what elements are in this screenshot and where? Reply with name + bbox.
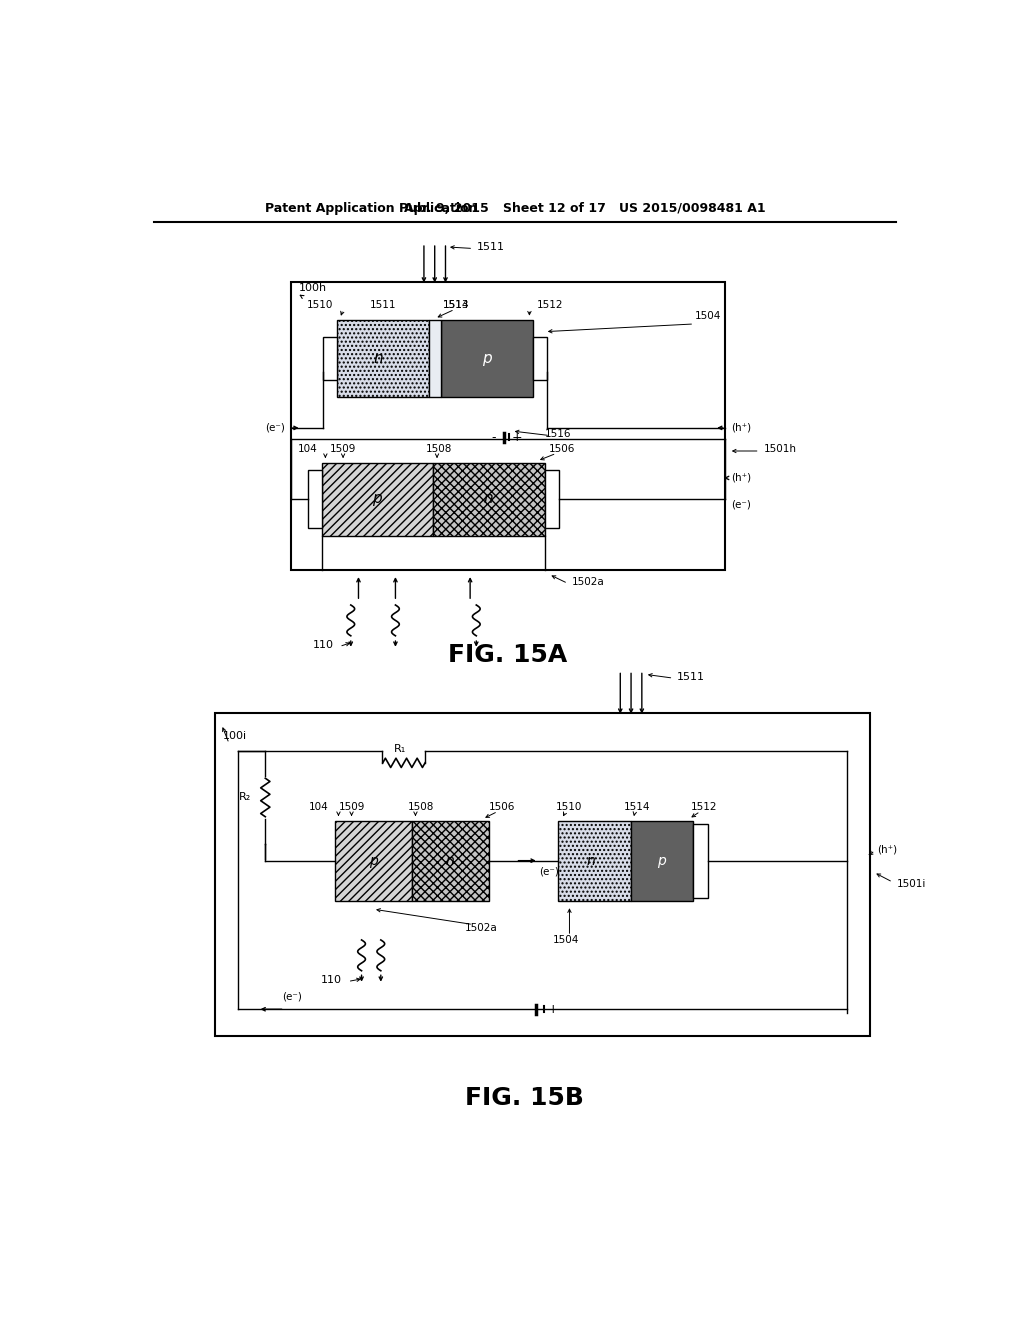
Text: 1514: 1514 xyxy=(624,801,650,812)
Text: 1504: 1504 xyxy=(694,312,721,321)
Text: 1511: 1511 xyxy=(370,300,396,310)
Bar xyxy=(441,321,534,397)
Text: +: + xyxy=(512,430,522,444)
Text: 1511: 1511 xyxy=(677,672,706,681)
Text: p: p xyxy=(369,854,378,867)
Bar xyxy=(322,462,433,536)
Text: 1508: 1508 xyxy=(426,444,453,454)
Text: Patent Application Publication: Patent Application Publication xyxy=(265,202,477,215)
Text: 1513: 1513 xyxy=(443,300,470,310)
Text: 1506: 1506 xyxy=(489,801,516,812)
Bar xyxy=(692,825,708,898)
Bar xyxy=(215,713,869,1036)
Text: (e⁻): (e⁻) xyxy=(539,866,558,876)
Bar xyxy=(534,338,547,380)
Text: 1506: 1506 xyxy=(549,444,574,454)
Text: 1511: 1511 xyxy=(477,242,505,252)
Text: +: + xyxy=(548,1003,559,1016)
Text: 1502a: 1502a xyxy=(571,577,604,587)
Text: p: p xyxy=(482,351,492,366)
Text: 1514: 1514 xyxy=(443,300,470,310)
Text: 104: 104 xyxy=(308,801,329,812)
Text: 1508: 1508 xyxy=(408,801,434,812)
Text: 1509: 1509 xyxy=(338,801,365,812)
Text: p: p xyxy=(657,854,667,867)
Bar xyxy=(307,470,322,528)
Text: n: n xyxy=(483,491,494,507)
Bar xyxy=(433,462,545,536)
Text: p: p xyxy=(372,491,382,507)
Bar xyxy=(412,821,488,902)
Text: n: n xyxy=(587,854,595,867)
Bar xyxy=(335,821,412,902)
Text: -: - xyxy=(523,1003,527,1016)
Text: n: n xyxy=(445,854,455,867)
Text: 1501i: 1501i xyxy=(897,879,926,888)
Bar xyxy=(631,821,692,902)
Text: 110: 110 xyxy=(313,640,334,649)
Text: R₂: R₂ xyxy=(240,792,252,803)
Text: (e⁻): (e⁻) xyxy=(731,500,751,510)
Bar xyxy=(337,321,429,397)
Text: 100h: 100h xyxy=(298,282,327,293)
Bar xyxy=(429,321,441,397)
Bar xyxy=(323,338,337,380)
Text: 110: 110 xyxy=(322,975,342,985)
Text: (e⁻): (e⁻) xyxy=(264,422,285,433)
Text: US 2015/0098481 A1: US 2015/0098481 A1 xyxy=(620,202,766,215)
Text: R₁: R₁ xyxy=(394,744,407,754)
Text: FIG. 15A: FIG. 15A xyxy=(449,643,567,667)
Text: 1510: 1510 xyxy=(307,300,333,310)
Text: 100i: 100i xyxy=(223,731,247,741)
Text: Sheet 12 of 17: Sheet 12 of 17 xyxy=(503,202,605,215)
Text: 1501h: 1501h xyxy=(764,445,797,454)
Text: n: n xyxy=(374,351,383,366)
Text: 1512: 1512 xyxy=(538,300,563,310)
Bar xyxy=(291,281,725,570)
Text: 1504: 1504 xyxy=(552,935,579,945)
Bar xyxy=(558,821,631,902)
Text: (h⁺): (h⁺) xyxy=(731,422,752,433)
Text: -: - xyxy=(492,430,497,444)
Bar xyxy=(545,470,559,528)
Text: 1509: 1509 xyxy=(330,444,356,454)
Text: (h⁺): (h⁺) xyxy=(878,843,898,854)
Text: FIG. 15B: FIG. 15B xyxy=(465,1086,585,1110)
Text: 1510: 1510 xyxy=(556,801,583,812)
Text: (h⁺): (h⁺) xyxy=(731,473,752,483)
Text: 1512: 1512 xyxy=(691,801,718,812)
Text: 1502a: 1502a xyxy=(465,924,498,933)
Text: (e⁻): (e⁻) xyxy=(283,991,302,1002)
Text: Apr. 9, 2015: Apr. 9, 2015 xyxy=(403,202,488,215)
Text: 104: 104 xyxy=(298,444,317,454)
Text: 1516: 1516 xyxy=(545,429,571,440)
